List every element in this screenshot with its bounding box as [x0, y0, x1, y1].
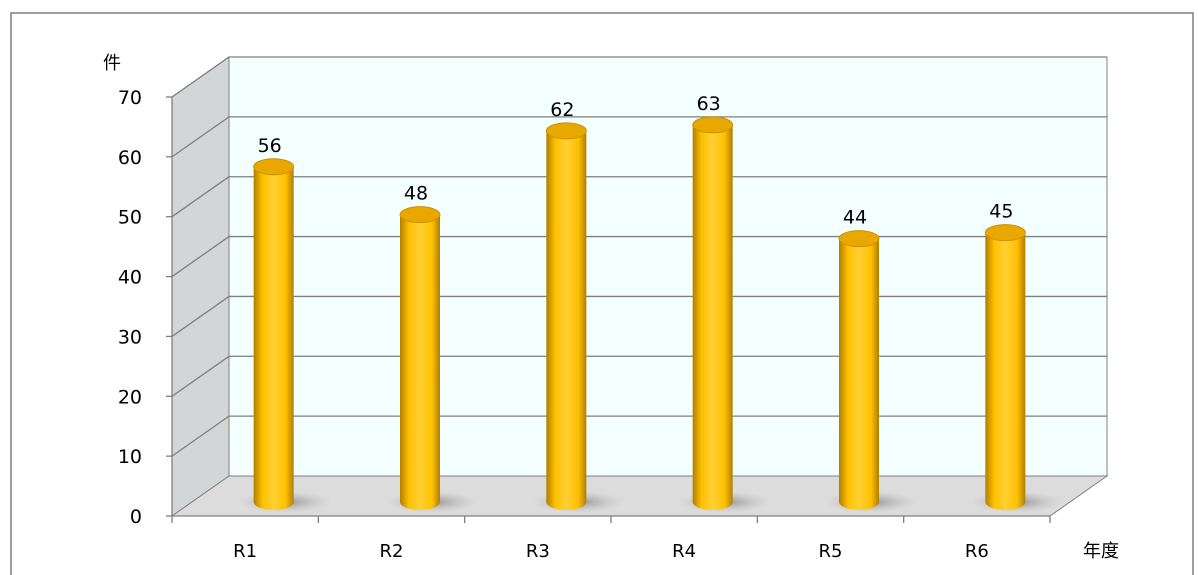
- y-tick-label: 0: [130, 506, 142, 528]
- bar: [839, 238, 879, 510]
- x-axis-unit: 年度: [1083, 541, 1119, 562]
- bar-top: [399, 206, 441, 224]
- bar-top: [838, 230, 880, 248]
- bar-top: [253, 158, 295, 176]
- gridline-side: [171, 295, 230, 337]
- bar: [546, 130, 587, 510]
- bar-top: [692, 116, 734, 134]
- data-label: 56: [258, 135, 282, 157]
- bar: [692, 124, 733, 511]
- y-tick-label: 30: [118, 326, 142, 348]
- data-label: 63: [697, 93, 721, 115]
- y-axis-ticks: 0 10 20 30 40 50 60 70: [118, 87, 173, 528]
- gridline-side: [171, 355, 230, 397]
- gridline-side: [171, 176, 230, 218]
- data-label: 45: [989, 201, 1013, 223]
- data-label: 48: [404, 183, 428, 205]
- labels: 56 48 62 63 44 45: [258, 93, 1014, 229]
- bar: [985, 232, 1026, 511]
- x-category-label: R3: [526, 541, 550, 562]
- x-category-label: R2: [380, 541, 404, 562]
- data-label: 62: [550, 99, 574, 121]
- gridline-side: [171, 236, 230, 278]
- gridline-side: [171, 56, 230, 98]
- x-axis: R1 R2 R3 R4 R5 R6: [171, 515, 1051, 562]
- y-tick-label: 60: [118, 147, 142, 169]
- bar: [253, 166, 294, 511]
- gridlines: [171, 56, 1107, 457]
- data-label: 44: [843, 207, 867, 229]
- y-tick-label: 40: [118, 267, 142, 289]
- bars: [239, 116, 1064, 513]
- y-tick-label: 10: [118, 446, 142, 468]
- gridline-side: [171, 415, 230, 457]
- x-category-label: R6: [965, 541, 989, 562]
- y-axis-unit: 件: [103, 53, 121, 74]
- x-category-label: R4: [672, 541, 696, 562]
- x-category-label: R5: [819, 541, 843, 562]
- bar-top: [545, 122, 587, 140]
- y-tick-label: 20: [118, 386, 142, 408]
- x-category-label: R1: [233, 541, 257, 562]
- gridline-side: [171, 116, 230, 158]
- back-wall: [228, 56, 1108, 477]
- side-wall: [171, 56, 230, 517]
- bar-top: [984, 224, 1026, 242]
- bar: [400, 214, 440, 510]
- y-tick-label: 50: [118, 207, 142, 229]
- y-tick-label: 70: [118, 87, 142, 109]
